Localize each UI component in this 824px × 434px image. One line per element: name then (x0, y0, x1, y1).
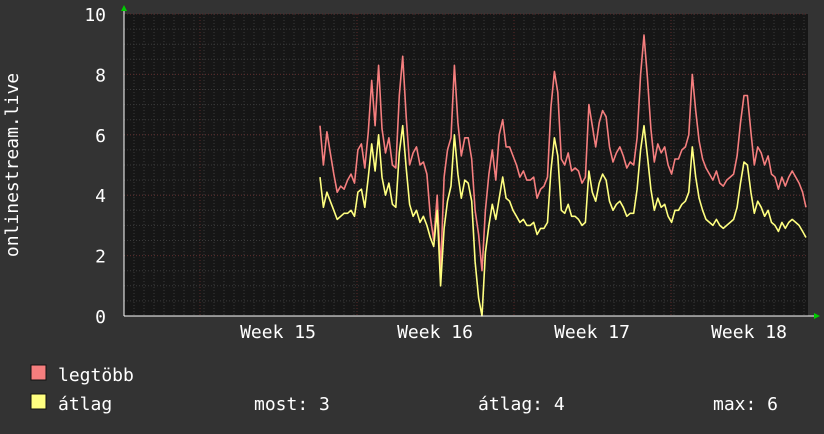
x-tick-label: Week 17 (554, 322, 630, 343)
x-tick-label: Week 15 (240, 322, 316, 343)
legend-label-legtobb: legtöbb (58, 365, 134, 386)
x-axis-arrow (814, 313, 820, 319)
axes (121, 5, 820, 319)
series-line-atlag (319, 124, 807, 317)
series-line-legtobb (319, 34, 807, 272)
x-tick-label: Week 18 (711, 322, 787, 343)
y-tick-label: 2 (95, 247, 106, 268)
legend: legtöbb átlag (30, 364, 134, 415)
y-axis-label: onlinestream.live (2, 73, 23, 257)
y-tick-label: 10 (84, 5, 106, 26)
x-tick-labels: Week 15 Week 16 Week 17 Week 18 (240, 322, 787, 343)
y-tick-label: 4 (95, 186, 106, 207)
stat-most: most: 3 (254, 394, 330, 415)
statistics: most: 3 átlag: 4 max: 6 (254, 394, 778, 415)
y-tick-labels: 0 2 4 6 8 10 (84, 5, 106, 328)
legend-swatch-atlag (30, 393, 47, 410)
legend-swatch-legtobb (30, 364, 47, 381)
y-tick-label: 6 (95, 126, 106, 147)
x-tick-label: Week 16 (397, 322, 473, 343)
legend-label-atlag: átlag (58, 394, 112, 415)
y-axis-arrow (121, 5, 127, 11)
stat-atlag: átlag: 4 (478, 394, 565, 415)
stat-max: max: 6 (713, 394, 778, 415)
series-layer (319, 34, 807, 317)
y-tick-label: 8 (95, 65, 106, 86)
y-tick-label: 0 (95, 307, 106, 328)
